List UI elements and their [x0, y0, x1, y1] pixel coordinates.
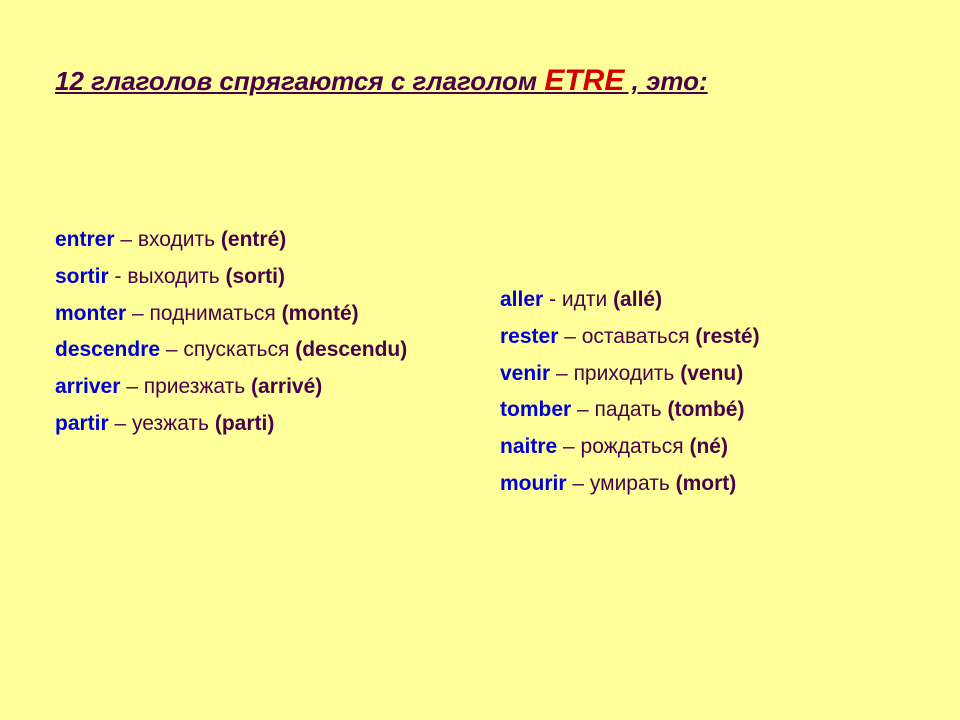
past-participle: (arrivé)	[251, 375, 322, 398]
verb-entry: mourir – умирать (mort)	[500, 466, 905, 503]
past-participle: (tombé)	[667, 398, 744, 421]
verb-gloss: оставаться	[582, 325, 690, 348]
separator: –	[557, 435, 580, 458]
columns: entrer – входить (entré) sortir - выходи…	[55, 222, 905, 503]
verb-entry: arriver – приезжать (arrivé)	[55, 369, 460, 406]
title-suffix: , это:	[624, 66, 707, 96]
verb-infinitive: naitre	[500, 435, 557, 458]
past-participle: (parti)	[215, 412, 275, 435]
verb-infinitive: sortir	[55, 265, 109, 288]
verb-infinitive: aller	[500, 288, 543, 311]
separator: –	[571, 398, 594, 421]
verb-entry: descendre – спускаться (descendu)	[55, 332, 460, 369]
verb-entry: entrer – входить (entré)	[55, 222, 460, 259]
separator: -	[543, 288, 562, 311]
title-prefix: 12 глаголов спрягаются с глаголом	[55, 66, 544, 96]
verb-entry: venir – приходить (venu)	[500, 356, 905, 393]
past-participle: (né)	[689, 435, 728, 458]
verb-entry: partir – уезжать (parti)	[55, 406, 460, 443]
verb-infinitive: arriver	[55, 375, 120, 398]
separator: –	[550, 362, 573, 385]
verb-infinitive: tomber	[500, 398, 571, 421]
verb-infinitive: rester	[500, 325, 558, 348]
verb-gloss: рождаться	[581, 435, 684, 458]
column-right: aller - идти (allé) rester – оставаться …	[500, 282, 905, 503]
verb-gloss: входить	[138, 228, 215, 251]
verb-gloss: приезжать	[144, 375, 245, 398]
title-keyword: ETRE	[544, 64, 624, 97]
verb-entry: sortir - выходить (sorti)	[55, 259, 460, 296]
past-participle: (resté)	[695, 325, 759, 348]
verb-infinitive: monter	[55, 302, 126, 325]
past-participle: (descendu)	[295, 338, 407, 361]
separator: –	[109, 412, 132, 435]
verb-infinitive: mourir	[500, 472, 567, 495]
verb-gloss: падать	[595, 398, 662, 421]
verb-entry: tomber – падать (tombé)	[500, 392, 905, 429]
column-left: entrer – входить (entré) sortir - выходи…	[55, 222, 460, 503]
separator: -	[109, 265, 128, 288]
past-participle: (entré)	[221, 228, 286, 251]
verb-gloss: подниматься	[150, 302, 276, 325]
verb-gloss: спускаться	[183, 338, 289, 361]
separator: –	[567, 472, 590, 495]
verb-infinitive: partir	[55, 412, 109, 435]
verb-gloss: идти	[562, 288, 607, 311]
separator: –	[126, 302, 149, 325]
verb-gloss: умирать	[590, 472, 670, 495]
verb-gloss: уезжать	[132, 412, 209, 435]
verb-gloss: выходить	[127, 265, 219, 288]
verb-infinitive: venir	[500, 362, 550, 385]
verb-infinitive: entrer	[55, 228, 115, 251]
past-participle: (venu)	[680, 362, 743, 385]
past-participle: (monté)	[282, 302, 359, 325]
slide-title: 12 глаголов спрягаются с глаголом ETRE ,…	[55, 60, 905, 102]
past-participle: (mort)	[676, 472, 737, 495]
verb-gloss: приходить	[574, 362, 675, 385]
verb-entry: aller - идти (allé)	[500, 282, 905, 319]
past-participle: (allé)	[613, 288, 662, 311]
separator: –	[558, 325, 581, 348]
verb-entry: monter – подниматься (monté)	[55, 296, 460, 333]
separator: –	[120, 375, 143, 398]
verb-entry: rester – оставаться (resté)	[500, 319, 905, 356]
verb-entry: naitre – рождаться (né)	[500, 429, 905, 466]
separator: –	[160, 338, 183, 361]
verb-infinitive: descendre	[55, 338, 160, 361]
separator: –	[115, 228, 138, 251]
slide: 12 глаголов спрягаются с глаголом ETRE ,…	[0, 0, 960, 720]
past-participle: (sorti)	[225, 265, 285, 288]
